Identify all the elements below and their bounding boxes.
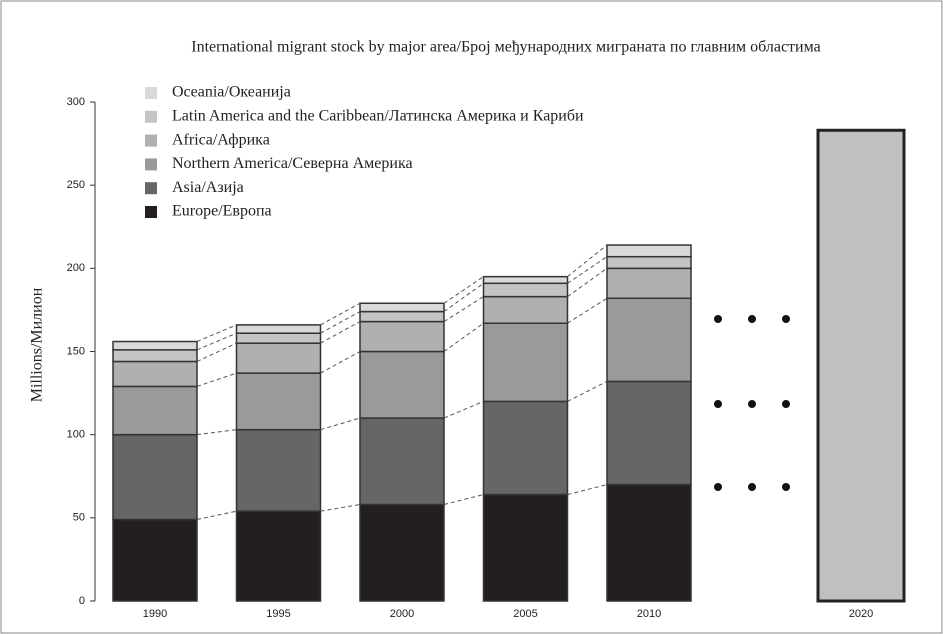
bar-segment xyxy=(606,380,692,486)
bar-segment xyxy=(606,297,692,383)
bar-segment xyxy=(112,349,198,363)
bar-segment xyxy=(235,332,322,344)
legend-swatch xyxy=(145,158,157,171)
connector xyxy=(567,267,608,298)
legend-label: Asia/Азија xyxy=(172,179,244,196)
connector xyxy=(567,244,608,278)
connector xyxy=(320,351,361,374)
bar-segment xyxy=(112,385,198,436)
legend-label: Northern America/Северна Америка xyxy=(172,155,413,172)
bar-segment xyxy=(606,244,692,258)
connector xyxy=(196,332,237,351)
x-tick-label: 2020 xyxy=(849,608,873,620)
bar-segment xyxy=(482,322,569,403)
legend-label: Latin America and the Caribbean/Латинска… xyxy=(172,107,584,124)
connector xyxy=(443,282,484,312)
legend-swatch xyxy=(145,87,157,99)
bar-segment xyxy=(235,372,322,431)
bar-segment xyxy=(482,275,569,285)
bar-segment xyxy=(359,302,445,313)
connector xyxy=(443,322,484,352)
legend-swatch xyxy=(145,134,157,147)
chart-title: International migrant stock by major are… xyxy=(191,39,820,56)
x-tick-label: 2010 xyxy=(637,608,661,620)
bar-segment xyxy=(482,400,569,496)
projection-bar xyxy=(816,128,906,603)
bar-segment xyxy=(359,417,445,506)
connector xyxy=(320,321,361,344)
legend-swatch xyxy=(145,182,157,195)
ellipsis xyxy=(714,315,790,491)
bar-segment xyxy=(359,310,445,323)
connector xyxy=(196,324,237,342)
bar-segment xyxy=(359,350,445,419)
y-tick-label: 150 xyxy=(67,345,85,357)
y-tick-label: 100 xyxy=(67,429,85,441)
y-tick-label: 0 xyxy=(79,595,85,607)
connector xyxy=(443,400,484,419)
bar-segment xyxy=(482,282,569,298)
bar-segment xyxy=(112,360,198,388)
connector xyxy=(320,311,361,334)
connector xyxy=(443,296,484,322)
bar-segment xyxy=(235,342,322,374)
connector xyxy=(567,380,608,402)
bar-segment xyxy=(359,503,445,602)
y-tick-label: 300 xyxy=(67,96,85,108)
x-tick-label: 2005 xyxy=(513,608,537,620)
connector xyxy=(567,297,608,324)
x-tick-label: 1995 xyxy=(266,608,290,620)
bar-segment xyxy=(482,493,569,602)
legend-label: Oceania/Океанија xyxy=(172,84,291,101)
bar-segment xyxy=(359,320,445,353)
bar-segment xyxy=(112,518,198,602)
connector xyxy=(443,276,484,304)
bar-segment xyxy=(112,340,198,351)
connector xyxy=(196,342,237,362)
y-tick-label: 250 xyxy=(67,179,85,191)
legend-label: Europe/Европа xyxy=(172,203,272,220)
y-axis-label: Millions/Милион xyxy=(29,287,46,402)
bar-segment xyxy=(606,267,692,300)
bar-segment xyxy=(235,510,322,602)
legend-swatch xyxy=(145,110,157,123)
bar-segment xyxy=(606,483,692,602)
connector xyxy=(320,302,361,326)
connector xyxy=(567,256,608,284)
legend-label: Africa/Африка xyxy=(172,131,270,148)
bar-segment xyxy=(606,255,692,270)
bar-segment xyxy=(235,428,322,512)
y-tick-label: 200 xyxy=(67,262,85,274)
bar-segment xyxy=(482,295,569,324)
x-tick-label: 2000 xyxy=(390,608,414,620)
bar-segment xyxy=(235,324,322,334)
legend-swatch xyxy=(145,206,157,218)
x-tick-label: 1990 xyxy=(143,608,167,620)
y-tick-label: 50 xyxy=(73,512,85,524)
bar-segment xyxy=(112,433,198,521)
